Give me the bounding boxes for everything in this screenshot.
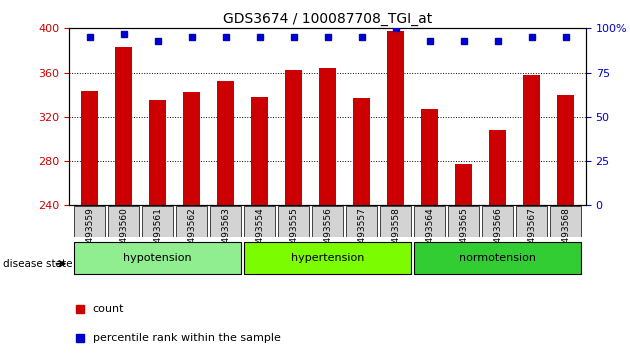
FancyBboxPatch shape: [142, 206, 173, 236]
Text: hypotension: hypotension: [123, 253, 192, 263]
Bar: [319, 68, 336, 205]
FancyBboxPatch shape: [74, 206, 105, 236]
Text: GSM493567: GSM493567: [527, 207, 536, 262]
Text: normotension: normotension: [459, 253, 536, 263]
Text: GSM493566: GSM493566: [493, 207, 502, 262]
Text: percentile rank within the sample: percentile rank within the sample: [93, 333, 280, 343]
Text: GSM493554: GSM493554: [255, 207, 264, 262]
FancyBboxPatch shape: [482, 206, 513, 236]
Bar: [183, 92, 200, 205]
Bar: [489, 130, 506, 205]
FancyBboxPatch shape: [449, 206, 479, 236]
Bar: [217, 81, 234, 205]
FancyBboxPatch shape: [516, 206, 547, 236]
Bar: [455, 164, 472, 205]
Text: hypertension: hypertension: [291, 253, 364, 263]
Text: GSM493558: GSM493558: [391, 207, 400, 262]
FancyBboxPatch shape: [176, 206, 207, 236]
Bar: [523, 75, 540, 205]
Bar: [149, 100, 166, 205]
Text: GSM493565: GSM493565: [459, 207, 468, 262]
Bar: [421, 109, 438, 205]
Text: GSM493561: GSM493561: [153, 207, 162, 262]
Text: GSM493557: GSM493557: [357, 207, 366, 262]
Text: count: count: [93, 304, 124, 314]
Bar: [251, 97, 268, 205]
FancyBboxPatch shape: [244, 206, 275, 236]
Text: GSM493556: GSM493556: [323, 207, 332, 262]
Text: GSM493563: GSM493563: [221, 207, 230, 262]
FancyBboxPatch shape: [108, 206, 139, 236]
Text: GSM493562: GSM493562: [187, 207, 196, 262]
Bar: [115, 47, 132, 205]
FancyBboxPatch shape: [550, 206, 581, 236]
Text: GSM493560: GSM493560: [119, 207, 128, 262]
Bar: [557, 95, 574, 205]
FancyBboxPatch shape: [415, 206, 445, 236]
FancyBboxPatch shape: [244, 242, 411, 274]
FancyBboxPatch shape: [346, 206, 377, 236]
FancyBboxPatch shape: [312, 206, 343, 236]
Bar: [81, 91, 98, 205]
Text: GSM493555: GSM493555: [289, 207, 298, 262]
Text: GSM493568: GSM493568: [561, 207, 570, 262]
Bar: [353, 98, 370, 205]
Bar: [285, 70, 302, 205]
Text: GSM493559: GSM493559: [85, 207, 94, 262]
Bar: [387, 30, 404, 205]
Text: GSM493564: GSM493564: [425, 207, 434, 262]
FancyBboxPatch shape: [415, 242, 581, 274]
FancyBboxPatch shape: [210, 206, 241, 236]
FancyBboxPatch shape: [74, 242, 241, 274]
FancyBboxPatch shape: [381, 206, 411, 236]
Text: disease state: disease state: [3, 259, 72, 269]
FancyBboxPatch shape: [278, 206, 309, 236]
Title: GDS3674 / 100087708_TGI_at: GDS3674 / 100087708_TGI_at: [223, 12, 432, 26]
